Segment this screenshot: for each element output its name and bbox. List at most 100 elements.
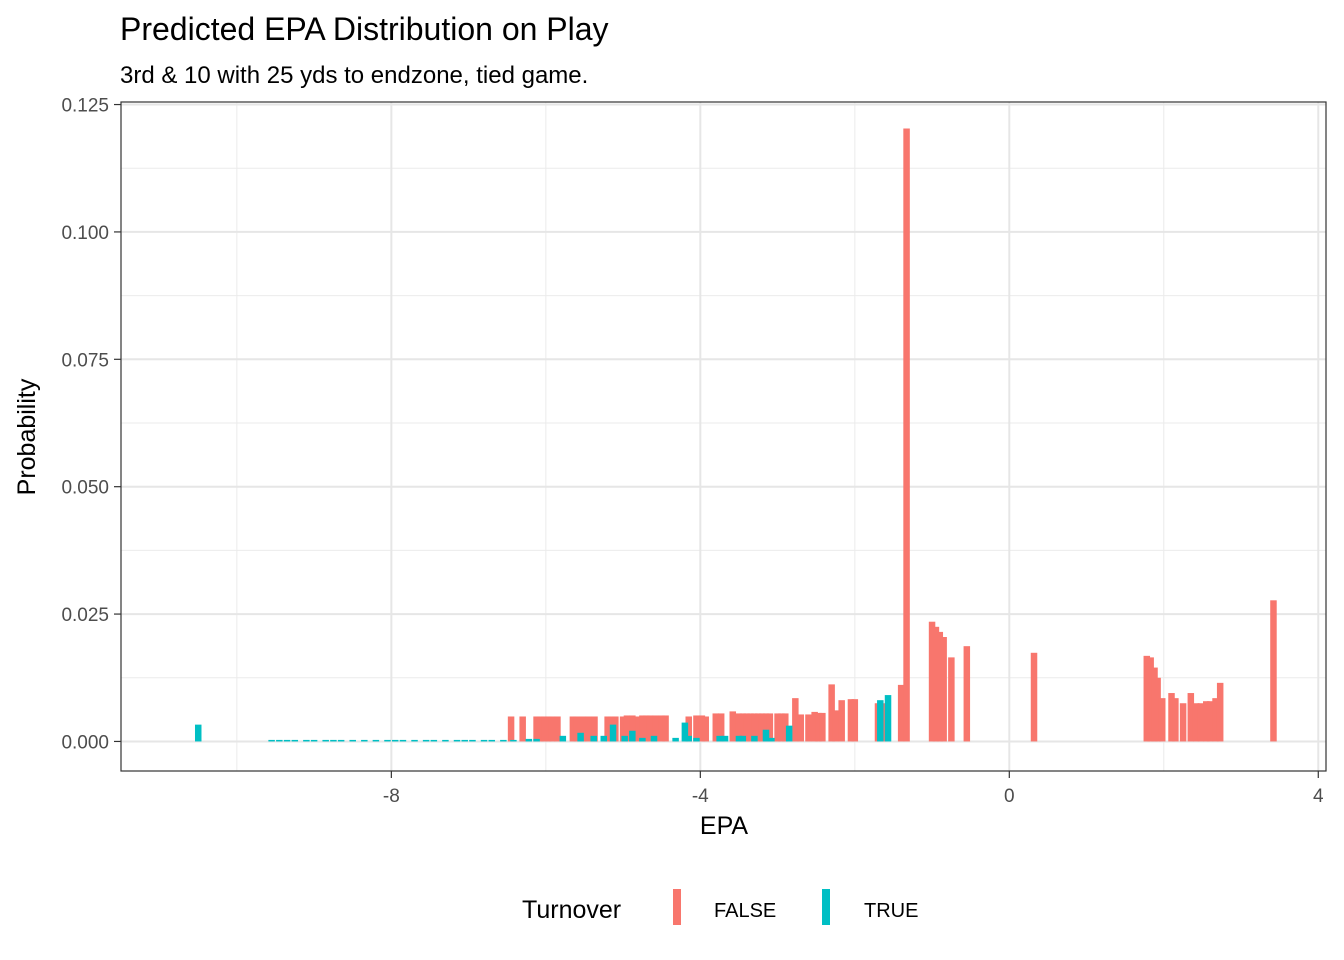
bar-false bbox=[766, 713, 774, 742]
bar-true bbox=[751, 735, 758, 742]
bar-true bbox=[430, 739, 438, 742]
bar-true bbox=[453, 739, 461, 742]
x-tick-label: 4 bbox=[1313, 786, 1324, 807]
bar-false bbox=[851, 699, 859, 742]
x-tick-label: -8 bbox=[383, 786, 400, 807]
bar-false bbox=[755, 713, 762, 742]
bar-false bbox=[646, 715, 654, 742]
bar-true bbox=[577, 732, 584, 742]
y-tick-label: 0.000 bbox=[61, 732, 109, 753]
bar-false bbox=[693, 715, 700, 742]
bar-false bbox=[832, 710, 839, 742]
bar-false bbox=[639, 715, 646, 742]
legend-title: Turnover bbox=[522, 896, 621, 924]
bar-false bbox=[1216, 682, 1224, 742]
bar-true bbox=[672, 737, 679, 742]
bar-false bbox=[1197, 703, 1205, 742]
bar-false bbox=[1270, 600, 1277, 742]
bar-false bbox=[1168, 693, 1175, 742]
bar-true bbox=[716, 735, 723, 742]
bar-true bbox=[590, 735, 597, 742]
y-tick-label: 0.125 bbox=[61, 96, 109, 117]
major-gridlines bbox=[121, 102, 1326, 771]
bar-false bbox=[782, 713, 789, 742]
bar-true bbox=[500, 739, 507, 742]
bar-false bbox=[797, 714, 804, 742]
bar-true bbox=[768, 737, 775, 742]
bar-true bbox=[337, 739, 345, 742]
x-tick-label: -4 bbox=[692, 786, 709, 807]
bar-false bbox=[643, 715, 650, 742]
bar-true bbox=[693, 737, 700, 742]
bar-false bbox=[778, 713, 785, 742]
bar-true bbox=[310, 739, 318, 742]
y-axis-title: Probability bbox=[13, 378, 41, 495]
bar-false bbox=[548, 716, 556, 742]
bar-true bbox=[510, 739, 517, 742]
legend-key-true bbox=[822, 889, 830, 925]
bar-false bbox=[519, 716, 526, 742]
bar-false bbox=[1147, 657, 1154, 742]
bar-false bbox=[1212, 698, 1219, 742]
bar-true bbox=[735, 735, 743, 742]
bar-false bbox=[579, 716, 587, 742]
bar-true bbox=[480, 739, 488, 742]
chart-title: Predicted EPA Distribution on Play bbox=[120, 11, 609, 47]
bar-false bbox=[635, 716, 642, 742]
bar-false bbox=[758, 713, 766, 742]
chart-subtitle: 3rd & 10 with 25 yds to endzone, tied ga… bbox=[120, 62, 588, 89]
bar-false bbox=[847, 699, 855, 742]
bar-layer bbox=[194, 128, 1277, 742]
bar-false bbox=[774, 713, 781, 742]
bar-false bbox=[698, 715, 706, 742]
bar-true bbox=[533, 738, 540, 742]
bar-true bbox=[391, 739, 399, 742]
bar-true bbox=[372, 739, 380, 742]
bar-false bbox=[702, 716, 709, 742]
legend-key-false bbox=[673, 889, 681, 925]
bar-false bbox=[729, 711, 737, 742]
bar-false bbox=[940, 637, 947, 742]
bar-true bbox=[322, 739, 329, 742]
bar-false bbox=[928, 621, 936, 742]
bar-true bbox=[762, 729, 770, 742]
bar-true bbox=[303, 739, 310, 742]
bar-false bbox=[604, 716, 611, 742]
bar-false bbox=[805, 714, 812, 742]
bar-false bbox=[811, 711, 818, 742]
bar-true bbox=[399, 739, 407, 742]
y-tick-label: 0.100 bbox=[61, 223, 109, 244]
bar-false bbox=[662, 715, 669, 742]
y-tick-label: 0.075 bbox=[61, 350, 109, 371]
bar-false bbox=[1192, 703, 1200, 742]
bar-true bbox=[739, 735, 747, 742]
bar-false bbox=[751, 713, 758, 742]
plot-panel-border bbox=[120, 101, 1327, 772]
bar-false bbox=[932, 626, 940, 742]
bar-false bbox=[1187, 693, 1195, 742]
bar-true bbox=[422, 739, 430, 742]
bar-true bbox=[291, 739, 299, 742]
bar-false bbox=[573, 716, 580, 742]
bar-false bbox=[792, 698, 799, 742]
bar-false bbox=[623, 715, 631, 742]
bar-false bbox=[554, 716, 561, 742]
bar-false bbox=[569, 716, 577, 742]
bar-false bbox=[762, 713, 770, 742]
bar-false bbox=[819, 712, 826, 742]
bar-true bbox=[884, 695, 892, 742]
y-tick-label: 0.050 bbox=[61, 478, 109, 499]
bar-true bbox=[442, 739, 449, 742]
bar-true bbox=[488, 739, 496, 742]
bar-false bbox=[815, 712, 822, 742]
bar-false bbox=[537, 716, 544, 742]
bar-true bbox=[525, 738, 533, 742]
bar-true bbox=[361, 739, 368, 742]
plot-panel bbox=[121, 102, 1326, 771]
bar-true bbox=[276, 739, 283, 742]
bar-false bbox=[591, 716, 598, 742]
bar-false bbox=[1030, 652, 1038, 742]
bar-false bbox=[1143, 655, 1151, 742]
bar-true bbox=[785, 725, 793, 742]
